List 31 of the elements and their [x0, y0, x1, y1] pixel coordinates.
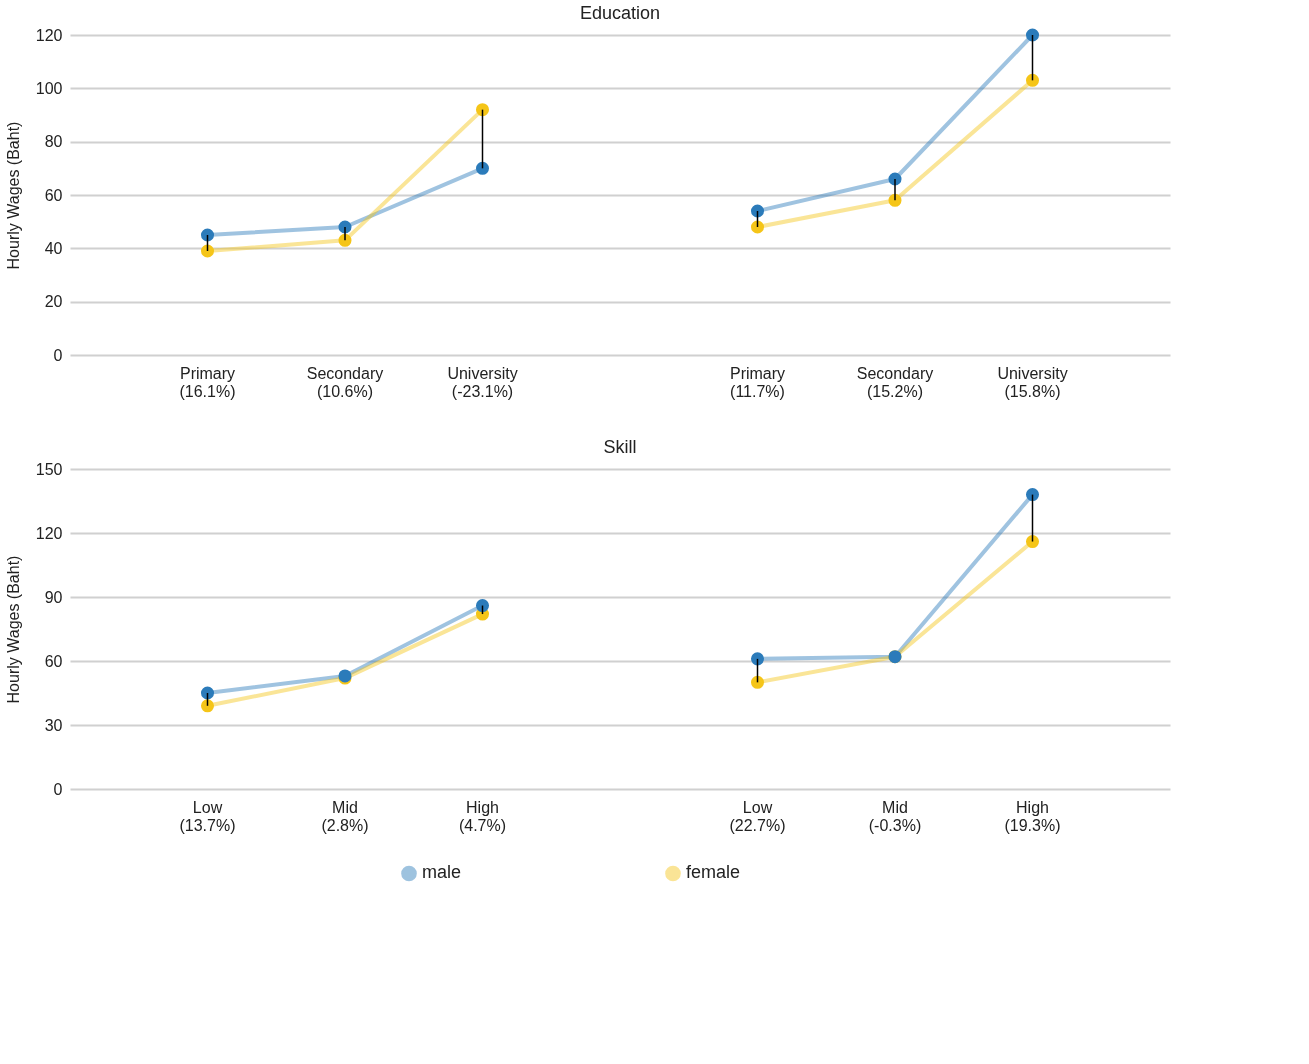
y-tick-label: 40 — [44, 239, 63, 257]
y-tick-label: 20 — [44, 293, 63, 311]
x-tick-label: Primary (11.7%) — [729, 364, 786, 400]
x-tick-label: High (4.7%) — [458, 798, 507, 834]
y-tick-label: 90 — [44, 588, 63, 606]
y-tick-label: 0 — [53, 780, 63, 798]
y-axis-title: Hourly Wages (Baht) — [4, 121, 22, 270]
legend-label: male — [422, 862, 462, 883]
y-axis-title: Hourly Wages (Baht) — [4, 555, 22, 704]
x-tick-label: Low (22.7%) — [729, 798, 786, 834]
y-tick-label: 120 — [35, 524, 63, 542]
y-tick-label: 60 — [44, 186, 63, 204]
x-tick-label: Low (13.7%) — [179, 798, 236, 834]
x-tick-label: Primary (16.1%) — [179, 364, 236, 400]
x-tick-label: University (-23.1%) — [447, 364, 518, 400]
x-tick-label: High (19.3%) — [1004, 798, 1061, 834]
x-tick-label: University (15.8%) — [997, 364, 1068, 400]
y-tick-label: 60 — [44, 652, 63, 670]
x-tick-label: Secondary (15.2%) — [856, 364, 934, 400]
chart-title: Skill — [603, 437, 637, 457]
chart-title: Education — [579, 3, 661, 23]
y-tick-label: 0 — [53, 346, 63, 364]
y-tick-label: 30 — [44, 716, 63, 734]
legend-label: female — [686, 862, 741, 883]
y-tick-label: 100 — [35, 79, 63, 97]
x-tick-label: Mid (2.8%) — [321, 798, 369, 834]
x-tick-label: Mid (-0.3%) — [868, 798, 922, 834]
y-tick-label: 80 — [44, 133, 63, 151]
y-tick-label: 120 — [35, 26, 63, 44]
x-tick-label: Secondary (10.6%) — [306, 364, 384, 400]
y-tick-label: 150 — [35, 460, 63, 478]
